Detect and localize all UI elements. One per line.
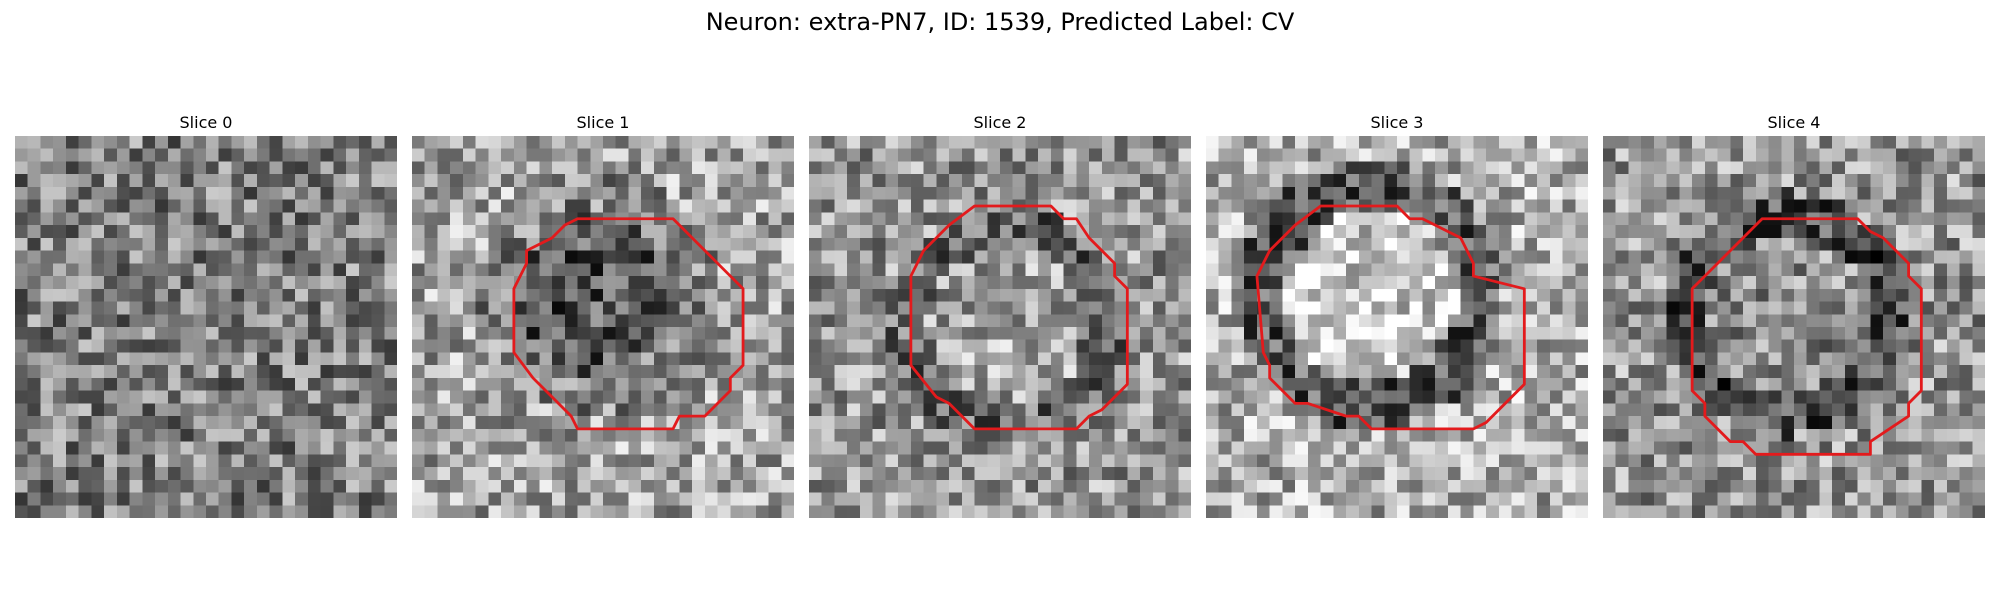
slice-title: Slice 4 [1767,113,1821,132]
slice-panel-1: Slice 1 [412,110,794,518]
figure-title: Neuron: extra-PN7, ID: 1539, Predicted L… [705,8,1295,36]
slice-panel-2: Slice 2 [809,110,1191,518]
roi-contour [1690,217,1923,456]
slice-image [1603,136,1985,518]
slice-panel-0: Slice 0 [15,110,397,518]
slice-title: Slice 1 [576,113,630,132]
slice-panel-4: Slice 4 [1603,110,1985,518]
slice-title: Slice 0 [179,113,233,132]
slice-image [15,136,397,518]
slice-title: Slice 2 [973,113,1027,132]
roi-contour [512,217,745,431]
slice-panel-3: Slice 3 [1206,110,1588,518]
roi-contour [1255,204,1526,431]
slice-image [809,136,1191,518]
roi-contour [909,204,1129,431]
slice-title: Slice 3 [1370,113,1424,132]
slice-image [1206,136,1588,518]
slice-image [412,136,794,518]
